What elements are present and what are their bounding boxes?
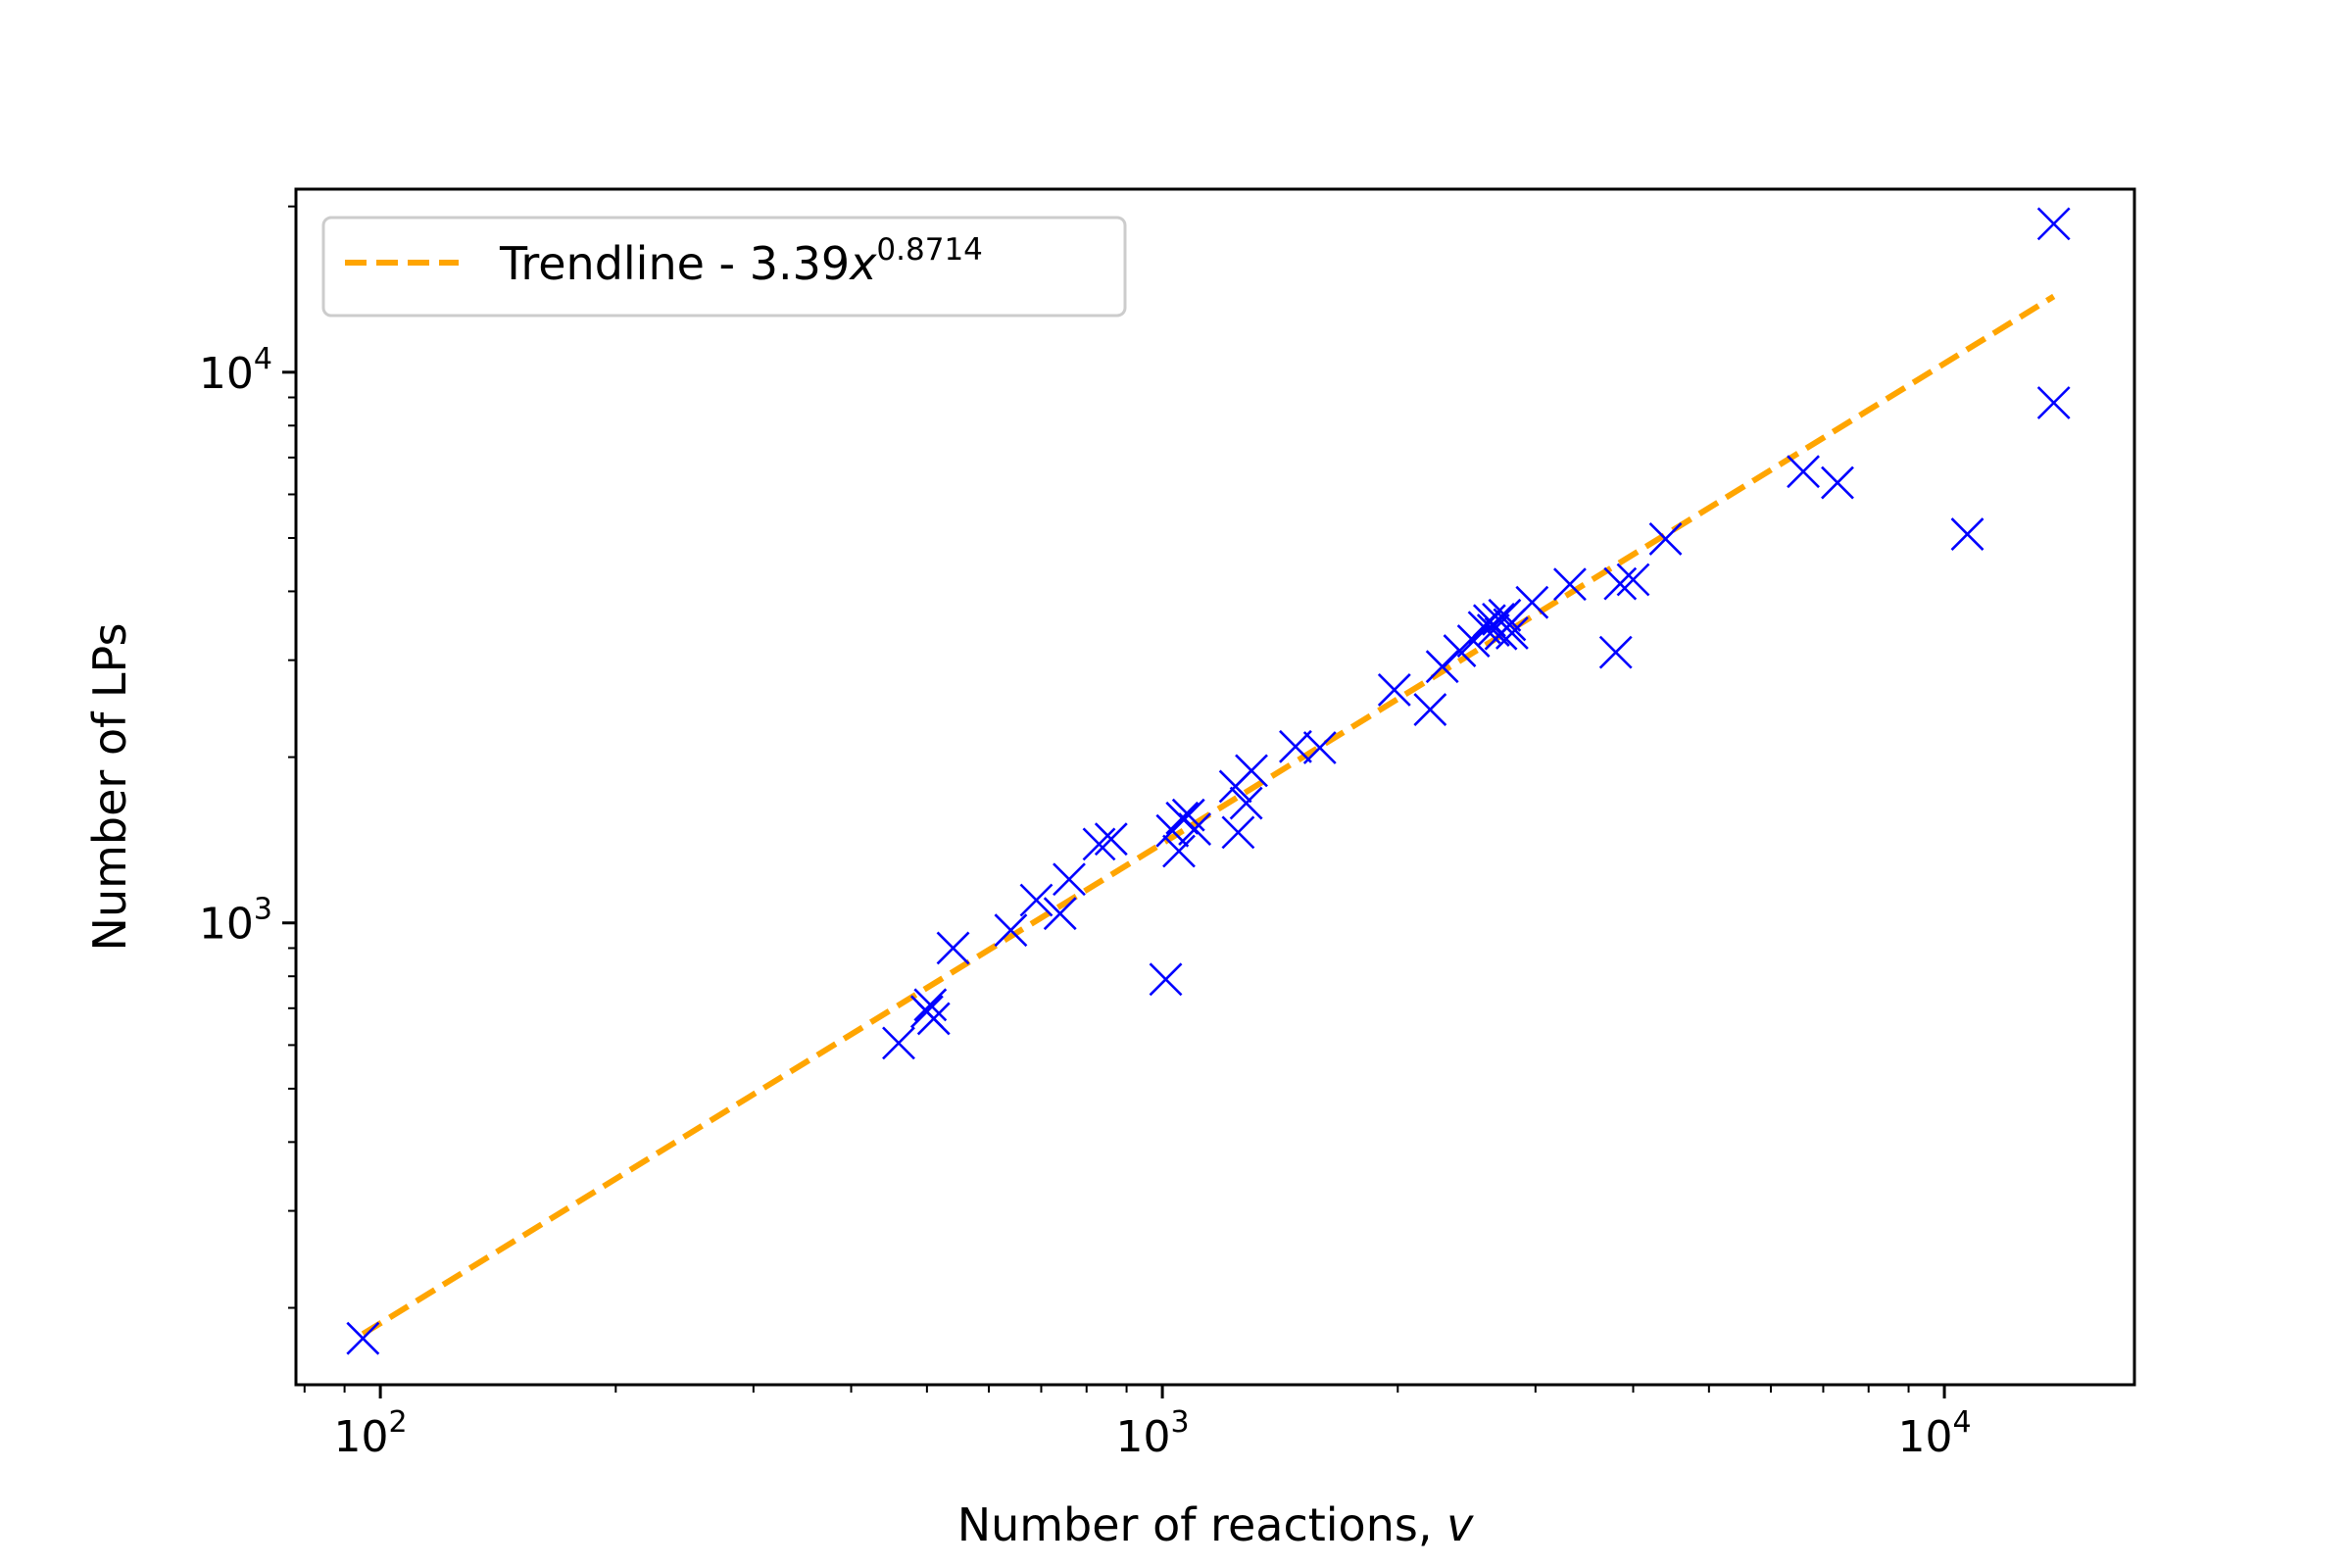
data-point bbox=[1616, 563, 1650, 597]
data-point bbox=[346, 1321, 380, 1355]
y-tick-label: 103 bbox=[199, 893, 272, 950]
data-point bbox=[2036, 207, 2071, 241]
data-point bbox=[1043, 897, 1077, 931]
legend-box bbox=[321, 216, 1127, 318]
data-point bbox=[1229, 786, 1263, 820]
data-point bbox=[1279, 729, 1312, 763]
legend-label: Trendline - 3.39x0.8714 bbox=[499, 232, 983, 290]
data-point bbox=[882, 1026, 915, 1060]
y-tick-label: 104 bbox=[199, 342, 272, 399]
data-point bbox=[1235, 754, 1268, 788]
legend: Trendline - 3.39x0.8714 bbox=[321, 216, 1127, 318]
x-tick-label: 103 bbox=[1116, 1405, 1190, 1462]
data-point bbox=[1094, 822, 1128, 857]
data-point bbox=[1515, 585, 1549, 619]
data-point bbox=[1413, 693, 1447, 726]
x-axis-ticks: 102 103 104 bbox=[303, 1385, 1972, 1462]
marker-layer bbox=[346, 207, 2071, 1355]
data-point bbox=[1377, 672, 1411, 707]
data-point bbox=[1494, 616, 1529, 650]
data-point bbox=[1082, 827, 1116, 861]
data-point bbox=[1553, 567, 1587, 602]
data-point bbox=[1787, 455, 1820, 489]
x-axis-label: Number of reactions, v bbox=[957, 1498, 1474, 1551]
data-point bbox=[994, 913, 1028, 948]
y-axis-ticks: 103 104 bbox=[199, 205, 296, 1309]
data-point bbox=[1648, 522, 1683, 556]
data-point bbox=[1488, 598, 1522, 632]
plot-frame bbox=[294, 187, 2136, 1387]
data-point bbox=[1821, 466, 1854, 500]
data-point bbox=[913, 988, 948, 1022]
data-point bbox=[1053, 862, 1086, 897]
data-point bbox=[1178, 812, 1212, 846]
data-point bbox=[916, 1002, 951, 1036]
data-point bbox=[1598, 635, 1633, 669]
data-point bbox=[1162, 834, 1196, 868]
x-tick-label: 104 bbox=[1898, 1405, 1972, 1462]
data-point bbox=[1950, 517, 1984, 552]
data-point bbox=[1302, 731, 1337, 764]
y-axis-label: Number of LPs bbox=[83, 623, 136, 952]
data-point bbox=[1019, 883, 1054, 917]
data-point bbox=[1221, 815, 1255, 850]
data-point bbox=[1603, 566, 1638, 601]
data-point bbox=[1149, 962, 1183, 997]
data-point bbox=[936, 931, 970, 965]
x-tick-label: 102 bbox=[334, 1405, 408, 1462]
data-point bbox=[2036, 386, 2071, 419]
data-point bbox=[1456, 624, 1491, 659]
